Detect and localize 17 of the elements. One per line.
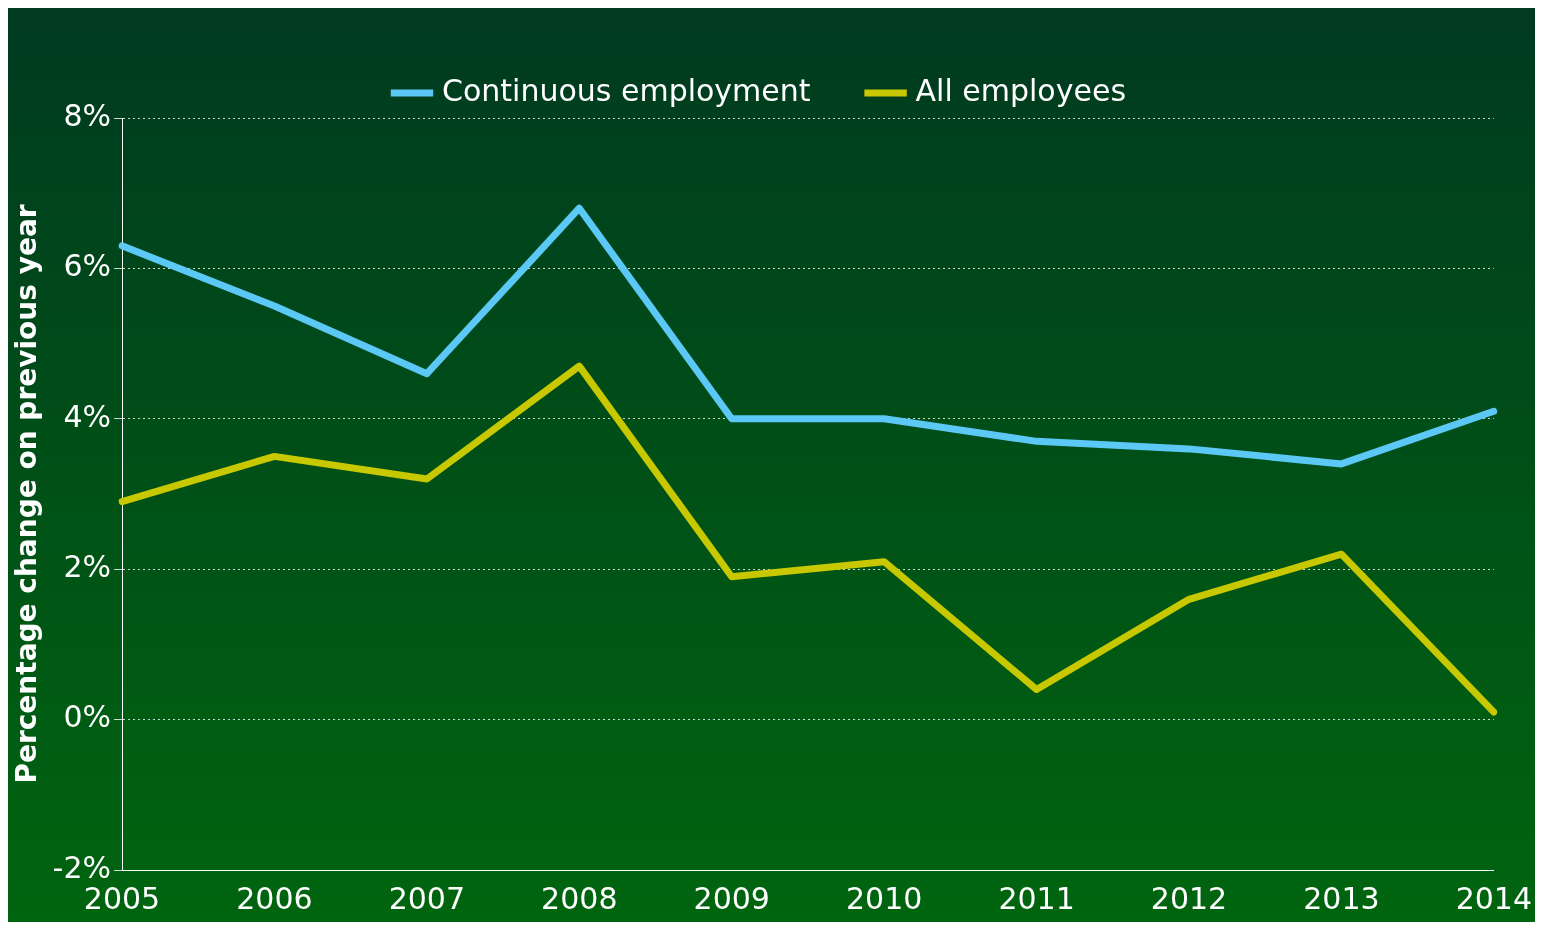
y-axis-title: Percentage change on previous year xyxy=(10,204,44,784)
x-tick-label: 2013 xyxy=(1303,880,1380,916)
x-tick-label: 2009 xyxy=(693,880,770,916)
x-tick-label: 2012 xyxy=(1150,880,1228,916)
y-tick-label: 0% xyxy=(63,699,112,735)
x-tick-label: 2010 xyxy=(845,880,923,916)
y-tick-label: 4% xyxy=(63,398,112,434)
y-tick-label: 6% xyxy=(63,248,112,284)
y-tick-label: 8% xyxy=(63,97,112,133)
x-tick-label: 2011 xyxy=(998,880,1075,916)
x-tick-label: 2006 xyxy=(236,880,313,916)
legend-label: Continuous employment xyxy=(441,72,811,108)
x-tick-label: 2007 xyxy=(388,880,466,916)
legend-label: All employees xyxy=(915,72,1127,108)
x-tick-label: 2014 xyxy=(1455,880,1533,916)
x-tick-label: 2008 xyxy=(541,880,618,916)
y-tick-label: 2% xyxy=(63,549,112,584)
